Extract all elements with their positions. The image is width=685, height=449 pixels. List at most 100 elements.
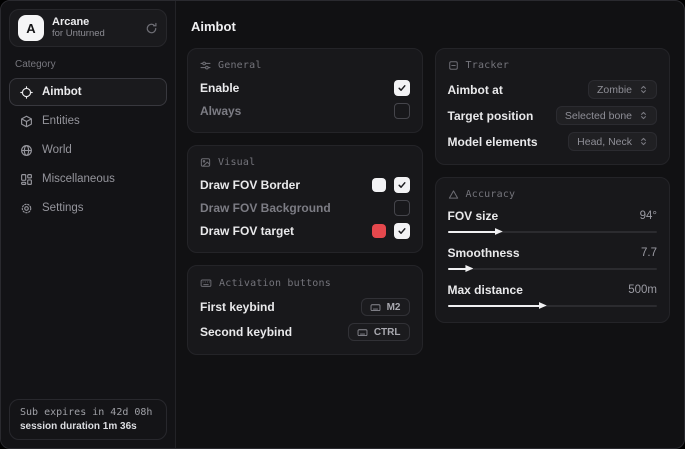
slider-fill: [447, 230, 498, 233]
brand-text: Arcane for Unturned: [52, 16, 137, 40]
max-distance-setting: Max distance 500m: [447, 280, 657, 310]
fov-size-slider[interactable]: [447, 227, 657, 236]
fov-border-color-swatch[interactable]: [371, 178, 386, 192]
sliders-icon: [200, 60, 211, 71]
max-distance-value: 500m: [628, 283, 657, 296]
page-title: Aimbot: [191, 19, 236, 34]
visual-card: Visual Draw FOV Border Draw FOV Backgrou…: [187, 145, 423, 253]
always-checkbox[interactable]: [393, 103, 410, 119]
sidebar-item-label: Settings: [42, 202, 84, 214]
sidebar-nav: Aimbot Entities: [9, 78, 167, 222]
sidebar: A Arcane for Unturned Category: [1, 1, 176, 448]
keybind-value: CTRL: [373, 326, 401, 338]
dropdown-value: Selected bone: [564, 109, 632, 122]
enable-checkbox[interactable]: [393, 80, 410, 96]
setting-row-target-position: Target position Selected bone: [446, 103, 660, 128]
triangle-icon: [448, 189, 459, 200]
dropdown-value: Head, Neck: [577, 135, 632, 148]
left-column: General Enable Always: [187, 48, 423, 355]
setting-row-enable: Enable: [198, 77, 412, 99]
general-card-title: General: [218, 60, 262, 71]
sub-expiry-text: Sub expires in 42d 08h: [20, 407, 153, 418]
category-label: Category: [15, 59, 56, 70]
gear-icon: [19, 201, 33, 215]
fov-target-checkbox[interactable]: [393, 223, 410, 239]
accuracy-card-header: Accuracy: [448, 189, 660, 200]
tracker-card-header: Tracker: [448, 60, 660, 71]
setting-label: Draw FOV Background: [200, 201, 331, 215]
slider-thumb[interactable]: [465, 265, 474, 272]
setting-label: Draw FOV target: [200, 224, 295, 238]
general-card: General Enable Always: [187, 48, 423, 133]
accuracy-card: Accuracy FOV size 94°: [434, 177, 670, 323]
setting-row-model-elements: Model elements Head, Neck: [446, 129, 660, 154]
sidebar-item-world[interactable]: World: [9, 136, 167, 164]
dropdown-value: Zombie: [596, 83, 632, 96]
smoothness-value: 7.7: [641, 246, 657, 259]
max-distance-slider[interactable]: [447, 301, 657, 310]
second-keybind-button[interactable]: CTRL: [347, 323, 410, 341]
fov-background-checkbox[interactable]: [393, 200, 410, 216]
activation-card: Activation buttons First keybind M2: [187, 265, 423, 355]
slider-track: [447, 230, 657, 233]
setting-row-first-keybind: First keybind M2: [198, 295, 412, 319]
cube-icon: [19, 114, 33, 128]
fov-size-setting: FOV size 94°: [447, 206, 657, 236]
slider-thumb[interactable]: [494, 228, 503, 235]
slider-thumb[interactable]: [538, 302, 547, 309]
sidebar-item-label: Entities: [42, 115, 80, 127]
aimbot-at-dropdown[interactable]: Zombie: [587, 80, 657, 99]
keybind-value: M2: [386, 301, 401, 313]
brand-name: Arcane: [52, 16, 90, 29]
sidebar-item-label: World: [42, 144, 72, 156]
setting-row-always: Always: [198, 100, 412, 122]
sidebar-item-entities[interactable]: Entities: [9, 107, 167, 135]
setting-label: Target position: [447, 108, 534, 123]
slider-fill: [447, 304, 542, 307]
sidebar-item-aimbot[interactable]: Aimbot: [9, 78, 167, 106]
grid-icon: [19, 172, 33, 186]
chevrons-up-down-icon: [639, 137, 648, 146]
setting-label: Max distance: [447, 282, 523, 297]
smoothness-slider[interactable]: [447, 264, 657, 273]
brand-card: A Arcane for Unturned: [9, 9, 167, 47]
general-card-header: General: [200, 60, 412, 71]
setting-row-fov-background: Draw FOV Background: [198, 197, 412, 219]
setting-label: Draw FOV Border: [200, 178, 301, 192]
setting-label: Model elements: [447, 134, 538, 149]
keyboard-icon: [357, 327, 368, 338]
subscription-status: Sub expires in 42d 08h session duration …: [9, 399, 167, 440]
crosshair-icon: [19, 85, 33, 99]
sidebar-item-miscellaneous[interactable]: Miscellaneous: [9, 165, 167, 193]
model-elements-dropdown[interactable]: Head, Neck: [568, 132, 657, 151]
chevrons-up-down-icon: [639, 111, 648, 120]
fov-border-checkbox[interactable]: [393, 177, 410, 193]
target-position-dropdown[interactable]: Selected bone: [555, 106, 657, 125]
setting-label: FOV size: [447, 208, 499, 223]
chevrons-up-down-icon: [639, 85, 648, 94]
slider-track: [447, 304, 657, 307]
setting-label: Enable: [200, 81, 240, 95]
setting-row-fov-border: Draw FOV Border: [198, 174, 412, 196]
tracker-card-title: Tracker: [465, 60, 510, 71]
smoothness-setting: Smoothness 7.7: [447, 243, 657, 273]
fov-target-color-swatch[interactable]: [371, 224, 386, 238]
sidebar-item-settings[interactable]: Settings: [9, 194, 167, 222]
session-duration-text: session duration 1m 36s: [20, 421, 137, 432]
activation-card-title: Activation buttons: [219, 277, 331, 289]
fov-size-value: 94°: [639, 209, 657, 222]
first-keybind-button[interactable]: M2: [360, 298, 410, 316]
sidebar-item-label: Aimbot: [42, 86, 82, 98]
setting-label: Aimbot at: [447, 82, 503, 97]
setting-row-fov-target: Draw FOV target: [198, 220, 412, 242]
activation-card-header: Activation buttons: [200, 277, 412, 289]
setting-label: First keybind: [200, 300, 275, 314]
main-content: Aimbot General: [176, 1, 684, 448]
right-column: Tracker Aimbot at Zombie: [434, 48, 670, 355]
keyboard-icon: [200, 277, 212, 289]
brand-subtitle: for Unturned: [52, 27, 105, 39]
brand-avatar: A: [18, 15, 44, 41]
setting-label: Always: [200, 104, 242, 118]
accuracy-card-title: Accuracy: [465, 189, 516, 200]
refresh-icon[interactable]: [145, 22, 158, 35]
